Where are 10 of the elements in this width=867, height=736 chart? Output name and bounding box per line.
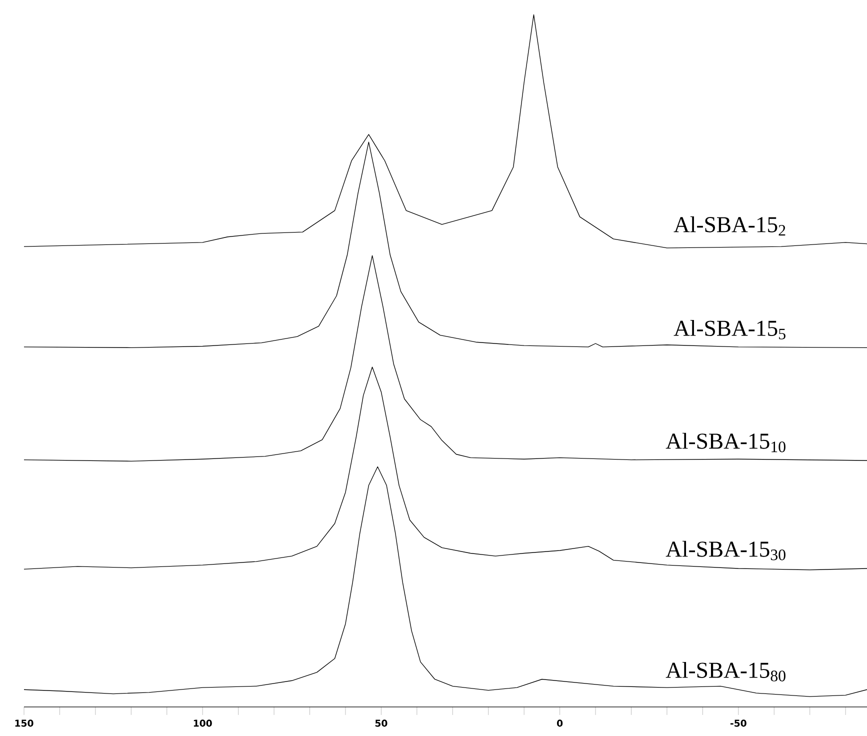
- x-tick-label: 100: [194, 720, 212, 727]
- series-label: Al-SBA-15$_{30}$: [666, 540, 786, 560]
- x-tick-label: 0: [556, 720, 563, 727]
- x-tick-label: -50: [730, 720, 746, 727]
- series-label: Al-SBA-15$_{5}$: [674, 320, 786, 340]
- series-label: Al-SBA-15$_{10}$: [666, 432, 786, 452]
- series-label: Al-SBA-15$_{2}$: [674, 216, 786, 236]
- x-tick-label: 150: [15, 720, 34, 727]
- series-label: Al-SBA-15$_{80}$: [666, 662, 786, 682]
- x-tick-label: 50: [375, 720, 388, 727]
